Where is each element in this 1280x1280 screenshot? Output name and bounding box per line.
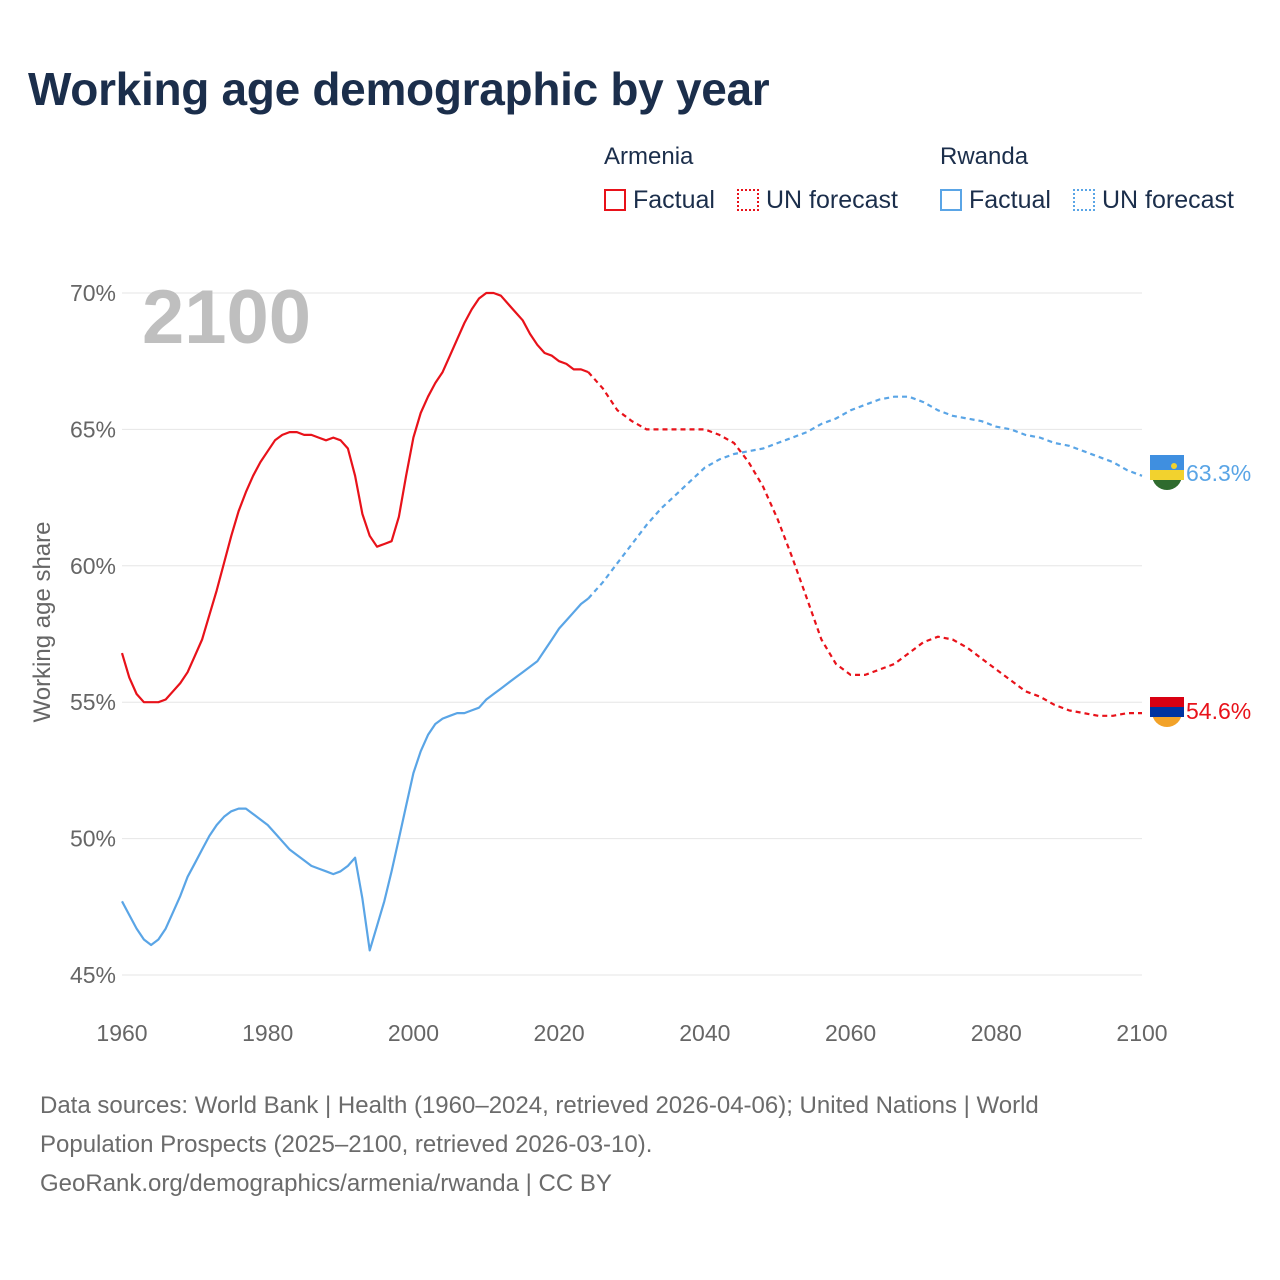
x-tick-label: 2100 [1116,1020,1167,1046]
y-tick-label: 50% [70,826,116,852]
y-tick-label: 70% [70,280,116,306]
x-tick-label: 1960 [96,1020,147,1046]
legend-swatch-rwanda-forecast [1073,189,1095,211]
y-tick-label: 55% [70,689,116,715]
legend-label-armenia-factual: Factual [633,185,715,214]
series-lines [120,291,1143,952]
legend-swatch-rwanda-factual [940,189,962,211]
chart-title: Working age demographic by year [28,63,770,115]
footer-sources-line-1: Data sources: World Bank | Health (1960–… [40,1092,1039,1119]
x-tick-label: 2020 [534,1020,585,1046]
line-chart: 45% 50% 55% 60% 65% 70% 1960 1980 2000 2020 2040 2… [29,275,1251,1046]
end-label-rwanda: 63.3% [1186,460,1251,486]
x-tick-label: 2000 [388,1020,439,1046]
legend-label-rwanda-forecast: UN forecast [1102,185,1234,214]
footer-attribution[interactable]: GeoRank.org/demographics/armenia/rwanda … [40,1170,612,1197]
y-tick-label: 45% [70,962,116,988]
legend-armenia-factual[interactable]: Factual [604,186,715,214]
x-tick-label: 2080 [971,1020,1022,1046]
gridlines [122,292,1142,976]
y-axis-ticks: 45% 50% 55% 60% 65% 70% [70,280,116,988]
year-label: 2100 [142,275,311,360]
legend-rwanda-forecast[interactable]: UN forecast [1073,186,1234,214]
y-tick-label: 65% [70,416,116,442]
series-line-armenia-forecast [587,371,1142,717]
x-tick-label: 2040 [679,1020,730,1046]
x-axis-ticks: 1960 1980 2000 2020 2040 2060 2080 2100 [96,1020,1167,1046]
series-line-rwanda-factual [121,597,589,952]
series-line-armenia-factual [120,291,589,704]
legend-group-armenia: Armenia [604,143,694,170]
footer-sources-line-2: Population Prospects (2025–2100, retriev… [40,1131,653,1158]
armenia-flag-icon [1150,697,1184,727]
legend-armenia-forecast[interactable]: UN forecast [737,186,898,214]
footer: Data sources: World Bank | Health (1960–… [40,1086,1240,1203]
legend-label-rwanda-factual: Factual [969,185,1051,214]
series-line-rwanda-forecast [587,395,1143,600]
legend-rwanda-factual[interactable]: Factual [940,186,1051,214]
x-tick-label: 2060 [825,1020,876,1046]
legend-swatch-armenia-factual [604,189,626,211]
y-tick-label: 60% [70,553,116,579]
x-tick-label: 1980 [242,1020,293,1046]
legend-group-rwanda: Rwanda [940,143,1029,170]
end-label-armenia: 54.6% [1186,698,1251,724]
y-axis-label: Working age share [29,522,56,723]
legend-swatch-armenia-forecast [737,189,759,211]
rwanda-flag-icon [1150,455,1184,490]
legend-label-armenia-forecast: UN forecast [766,185,898,214]
